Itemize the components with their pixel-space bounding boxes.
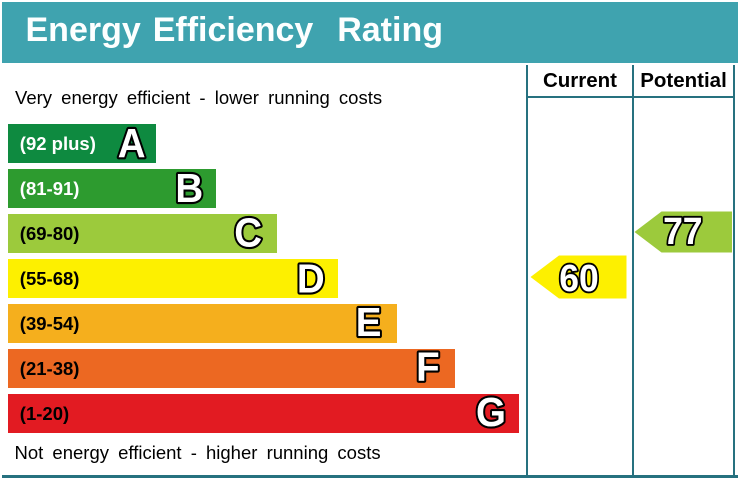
- svg-text:F: F: [416, 345, 440, 390]
- svg-text:C: C: [234, 211, 262, 256]
- svg-text:D: D: [297, 256, 325, 301]
- svg-text:B: B: [175, 166, 203, 211]
- svg-text:77: 77: [663, 210, 702, 252]
- svg-text:G: G: [476, 390, 506, 435]
- svg-text:A: A: [118, 121, 146, 166]
- svg-text:60: 60: [559, 257, 598, 299]
- svg-text:E: E: [356, 300, 382, 345]
